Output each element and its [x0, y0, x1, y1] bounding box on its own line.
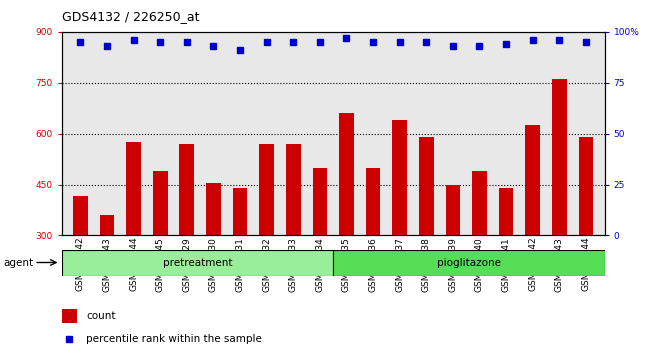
- Bar: [366, 167, 380, 337]
- Text: agent: agent: [3, 258, 33, 268]
- Text: GDS4132 / 226250_at: GDS4132 / 226250_at: [62, 10, 200, 23]
- Bar: [445, 184, 460, 337]
- Bar: [259, 144, 274, 337]
- Bar: [499, 188, 514, 337]
- Bar: [393, 120, 407, 337]
- Bar: [99, 215, 114, 337]
- Bar: [578, 137, 593, 337]
- Bar: [472, 171, 487, 337]
- Bar: [62, 250, 333, 276]
- Bar: [62, 309, 77, 323]
- Text: pretreatment: pretreatment: [162, 258, 232, 268]
- Bar: [525, 125, 540, 337]
- Bar: [179, 144, 194, 337]
- Bar: [233, 188, 247, 337]
- Bar: [206, 183, 221, 337]
- Bar: [313, 167, 327, 337]
- Text: count: count: [86, 311, 116, 321]
- Bar: [419, 137, 434, 337]
- Bar: [333, 250, 604, 276]
- Bar: [286, 144, 300, 337]
- Text: pioglitazone: pioglitazone: [437, 258, 500, 268]
- Bar: [126, 142, 141, 337]
- Bar: [339, 113, 354, 337]
- Bar: [552, 79, 567, 337]
- Text: percentile rank within the sample: percentile rank within the sample: [86, 334, 262, 344]
- Bar: [73, 196, 88, 337]
- Bar: [153, 171, 168, 337]
